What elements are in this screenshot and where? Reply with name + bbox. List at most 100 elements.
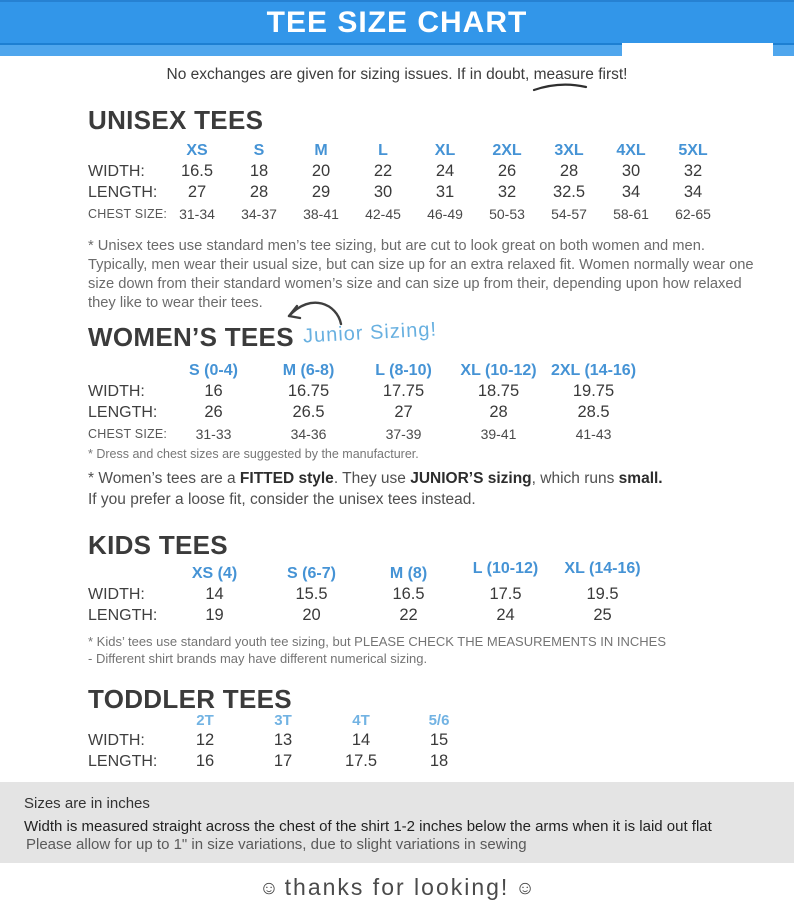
manufacturer-note: * Dress and chest sizes are suggested by… [88,447,419,461]
value-cell: 24 [435,162,455,180]
note-bold: JUNIOR’S sizing [410,470,532,487]
womens-size-table: S (0-4) M (6-8) L (8-10) XL (10-12) 2XL … [88,360,641,444]
value-cell: 30 [373,183,393,201]
womens-width-row: WIDTH: 16 16.75 17.75 18.75 19.75 [88,381,641,402]
toddler-heading: TODDLER TEES [88,684,292,714]
womens-length-row: LENGTH: 26 26.5 27 28 28.5 [88,402,641,423]
value-cell: 14 [351,731,371,749]
thanks-text: thanks for looking! [284,874,510,900]
note-text: . They use [333,470,411,487]
unisex-chest-row: CHEST SIZE: 31-34 34-37 38-41 42-45 46-4… [88,203,724,224]
size-cell: M (6-8) [282,361,335,379]
value-cell: 13 [273,731,293,749]
row-label: CHEST SIZE: [88,206,168,221]
row-label: LENGTH: [88,606,158,624]
size-cell: S (0-4) [189,361,238,379]
size-cell: 5XL [678,141,708,159]
footer: Sizes are in inches Width is measured st… [0,782,794,863]
toddler-size-table: 2T 3T 4T 5/6 WIDTH: 12 13 14 15 LENGTH: … [88,711,478,772]
value-cell: 54-57 [551,205,587,222]
value-cell: 31 [435,183,455,201]
header-bar: TEE SIZE CHART [0,0,794,43]
header-strip [0,43,794,56]
value-cell: 24 [496,606,515,624]
value-cell: 50-53 [489,205,525,222]
size-cell: M [314,141,328,159]
value-cell: 19 [205,606,224,624]
value-cell: 28 [249,183,269,201]
value-cell: 18 [249,162,269,180]
curved-arrow-icon [287,301,343,326]
size-cell: 2T [196,712,214,729]
value-cell: 17.75 [382,382,425,400]
value-cell: 19.75 [572,382,615,400]
value-cell: 16.5 [180,162,214,180]
size-cell: 2XL [492,141,522,159]
value-cell: 34-37 [241,205,277,222]
size-cell: XS (4) [191,564,238,582]
value-cell: 32.5 [552,183,586,201]
value-cell: 28 [559,162,579,180]
value-cell: 42-45 [365,205,401,222]
toddler-length-row: LENGTH: 16 17 17.5 18 [88,751,478,772]
value-cell: 31-33 [195,425,232,442]
womens-heading: WOMEN’S TEES [88,322,294,352]
value-cell: 18.75 [477,382,520,400]
notice-emphasis-text: measure first! [533,66,628,83]
value-cell: 17 [273,752,293,770]
value-cell: 29 [311,183,331,201]
size-cell: L (8-10) [375,361,432,379]
value-cell: 17.5 [344,752,378,770]
unisex-size-header-row: XS S M L XL 2XL 3XL 4XL 5XL [88,140,724,161]
value-cell: 31-34 [179,205,215,222]
unisex-length-row: LENGTH: 27 28 29 30 31 32 32.5 34 34 [88,182,724,203]
row-label: LENGTH: [88,752,158,770]
unisex-size-table: XS S M L XL 2XL 3XL 4XL 5XL WIDTH: 16.5 … [88,140,724,224]
notice-emphasis: measure first! [532,66,628,92]
value-cell: 58-61 [613,205,649,222]
underline-swoosh-icon [532,83,587,92]
exchange-notice: No exchanges are given for sizing issues… [0,66,794,92]
header-top-line [0,0,794,2]
size-cell: L [378,141,388,159]
value-cell: 16 [204,382,223,400]
value-cell: 25 [593,606,612,624]
kids-note: * Kids’ tees use standard youth tee sizi… [88,633,728,667]
value-cell: 27 [394,403,413,421]
toddler-width-row: WIDTH: 12 13 14 15 [88,730,478,751]
kids-heading: KIDS TEES [88,530,228,560]
size-cell: M (8) [389,564,428,582]
unisex-width-row: WIDTH: 16.5 18 20 22 24 26 28 30 32 [88,161,724,182]
value-cell: 39-41 [480,425,517,442]
value-cell: 30 [621,162,641,180]
value-cell: 26 [497,162,517,180]
kids-size-header-row: XS (4) S (6-7) M (8) L (10-12) XL (14-16… [88,560,651,584]
value-cell: 46-49 [427,205,463,222]
footer-line-width: Width is measured straight across the ch… [24,818,712,835]
value-cell: 17.5 [489,585,522,603]
size-cell: 3XL [554,141,584,159]
footer-line-variation: Please allow for up to 1" in size variat… [26,836,527,853]
kids-width-row: WIDTH: 14 15.5 16.5 17.5 19.5 [88,584,651,605]
value-cell: 34 [683,183,703,201]
row-label: WIDTH: [88,585,145,603]
size-cell: XL [434,141,456,159]
value-cell: 22 [399,606,418,624]
row-label: WIDTH: [88,731,145,749]
size-cell: 5/6 [428,712,450,729]
unisex-heading: UNISEX TEES [88,105,264,135]
row-label: WIDTH: [88,162,145,180]
fitted-style-note: * Women’s tees are a FITTED style. They … [88,468,748,510]
size-cell: XL (10-12) [460,361,537,379]
note-bold: small. [618,470,663,487]
value-cell: 20 [311,162,331,180]
page-title: TEE SIZE CHART [266,6,528,39]
value-cell: 22 [373,162,393,180]
value-cell: 14 [205,585,224,603]
note-bold: FITTED style [239,470,334,487]
value-cell: 16.75 [287,382,330,400]
value-cell: 20 [302,606,321,624]
value-cell: 16.5 [392,585,425,603]
note-text: , which runs [531,470,619,487]
